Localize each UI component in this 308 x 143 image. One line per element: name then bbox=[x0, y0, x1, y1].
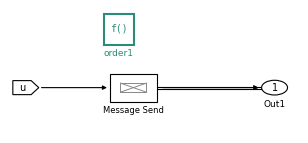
Text: u: u bbox=[19, 83, 25, 93]
Text: Out1: Out1 bbox=[264, 100, 286, 109]
Polygon shape bbox=[13, 81, 39, 95]
Text: Message Send: Message Send bbox=[103, 106, 164, 115]
Text: f(): f() bbox=[110, 23, 128, 33]
Text: 1: 1 bbox=[271, 83, 278, 93]
Ellipse shape bbox=[261, 80, 288, 95]
FancyBboxPatch shape bbox=[103, 14, 134, 45]
FancyBboxPatch shape bbox=[120, 83, 146, 92]
FancyBboxPatch shape bbox=[110, 74, 157, 102]
Text: order1: order1 bbox=[104, 49, 134, 58]
